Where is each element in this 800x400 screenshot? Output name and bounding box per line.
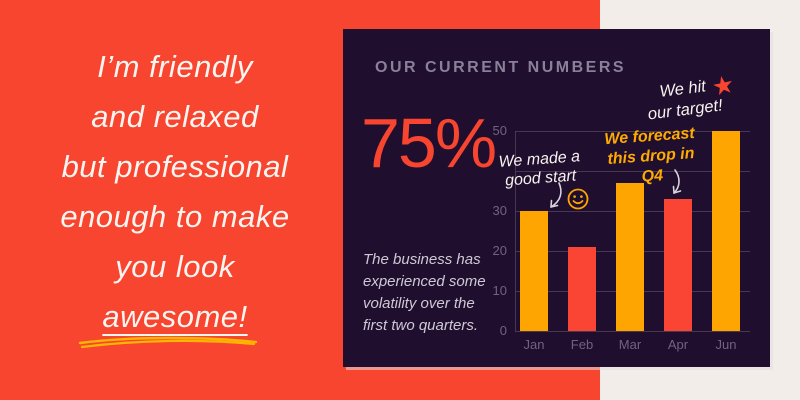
bar-Mar [616,183,644,331]
yellow-squiggle-underline-icon [78,336,258,349]
x-tick-label-Jun: Jun [715,337,737,352]
intro-line: I’m friendly [97,49,253,84]
intro-line: but professional [61,149,289,184]
intro-line: you look [115,249,235,284]
y-tick-label-0: 0 [499,323,507,338]
y-tick-label-10: 10 [492,283,507,298]
bar-Jan [520,211,548,331]
gridline-40 [515,171,750,172]
bar-Jun [712,131,740,331]
intro-line: enough to make [60,199,290,234]
awesome-underlined-word: awesome! [102,299,248,334]
curved-arrow-icon [672,169,682,194]
y-tick-label-20: 20 [492,243,507,258]
curved-arrow-icon [550,182,562,208]
y-axis-line [515,131,516,331]
x-tick-label-Jan: Jan [523,337,545,352]
x-tick-label-Mar: Mar [618,337,642,352]
stats-card: OUR CURRENT NUMBERS 75% The business has… [343,29,770,367]
smiley-icon [567,188,589,210]
intro-line: and relaxed [91,99,259,134]
x-tick-label-Feb: Feb [570,337,594,352]
bar-chart: 50 30 20 10 0 Jan Feb Mar Apr Jun [473,123,763,360]
star-icon: ★ [709,69,738,103]
y-tick-label-50: 50 [492,123,507,138]
annotation-good-start: We made a good start [498,148,581,190]
card-title: OUR CURRENT NUMBERS [375,59,627,76]
bar-Apr [664,199,692,331]
intro-line-highlight: awesome! [0,292,350,342]
gridline-50 [515,131,750,132]
stat-value: 75% [361,104,497,182]
bar-Feb [568,247,596,331]
y-tick-label-30: 30 [492,203,507,218]
intro-text: I’m friendly and relaxed but professiona… [0,42,350,342]
annotation-forecast-drop: We forecast this drop in Q4 [603,124,696,186]
gridline-0 [515,331,750,332]
card-description: The business has experienced some volati… [363,251,486,334]
x-tick-label-Apr: Apr [667,337,689,352]
